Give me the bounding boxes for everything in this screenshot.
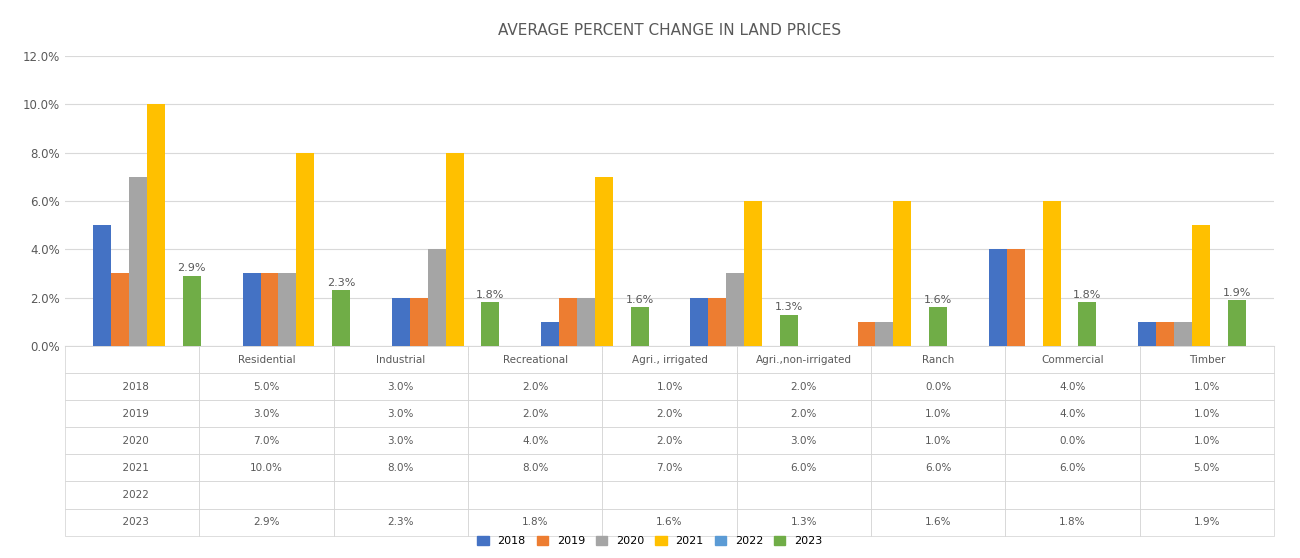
Bar [577,297,595,346]
Title: AVERAGE PERCENT CHANGE IN LAND PRICES: AVERAGE PERCENT CHANGE IN LAND PRICES [498,23,841,38]
Legend: 2018, 2019, 2020, 2021, 2022, 2023: 2018, 2019, 2020, 2021, 2022, 2023 [473,532,827,551]
Bar [989,249,1006,346]
Text: 1.8%: 1.8% [476,290,504,300]
Bar [875,322,893,346]
Bar [858,322,875,346]
Text: 2.3%: 2.3% [326,278,355,288]
Text: 1.3%: 1.3% [775,302,803,312]
Bar [428,249,446,346]
Bar [481,302,499,346]
Bar [893,201,911,346]
Bar [708,297,727,346]
Bar [410,297,428,346]
Bar [780,315,798,346]
Bar [183,276,200,346]
Bar [278,273,296,346]
Bar [243,273,260,346]
Bar [1156,322,1174,346]
Bar [541,322,559,346]
Bar [630,307,649,346]
Bar [260,273,278,346]
Bar [112,273,129,346]
Bar [1043,201,1061,346]
Bar [1079,302,1096,346]
Bar [1139,322,1156,346]
Text: 1.9%: 1.9% [1222,287,1251,297]
Bar [129,177,147,346]
Bar [1227,300,1245,346]
Bar [1174,322,1192,346]
Bar [559,297,577,346]
Bar [391,297,410,346]
Bar [1006,249,1024,346]
Bar [595,177,612,346]
Bar [333,290,350,346]
Text: 2.9%: 2.9% [178,263,207,273]
Text: 1.8%: 1.8% [1074,290,1101,300]
Bar [446,152,464,346]
Bar [296,152,315,346]
Bar [1192,225,1210,346]
Bar [147,104,165,346]
Bar [930,307,948,346]
Bar [690,297,709,346]
Text: 1.6%: 1.6% [924,295,953,305]
Bar [94,225,112,346]
Text: 1.6%: 1.6% [625,295,654,305]
Bar [744,201,762,346]
Bar [727,273,744,346]
